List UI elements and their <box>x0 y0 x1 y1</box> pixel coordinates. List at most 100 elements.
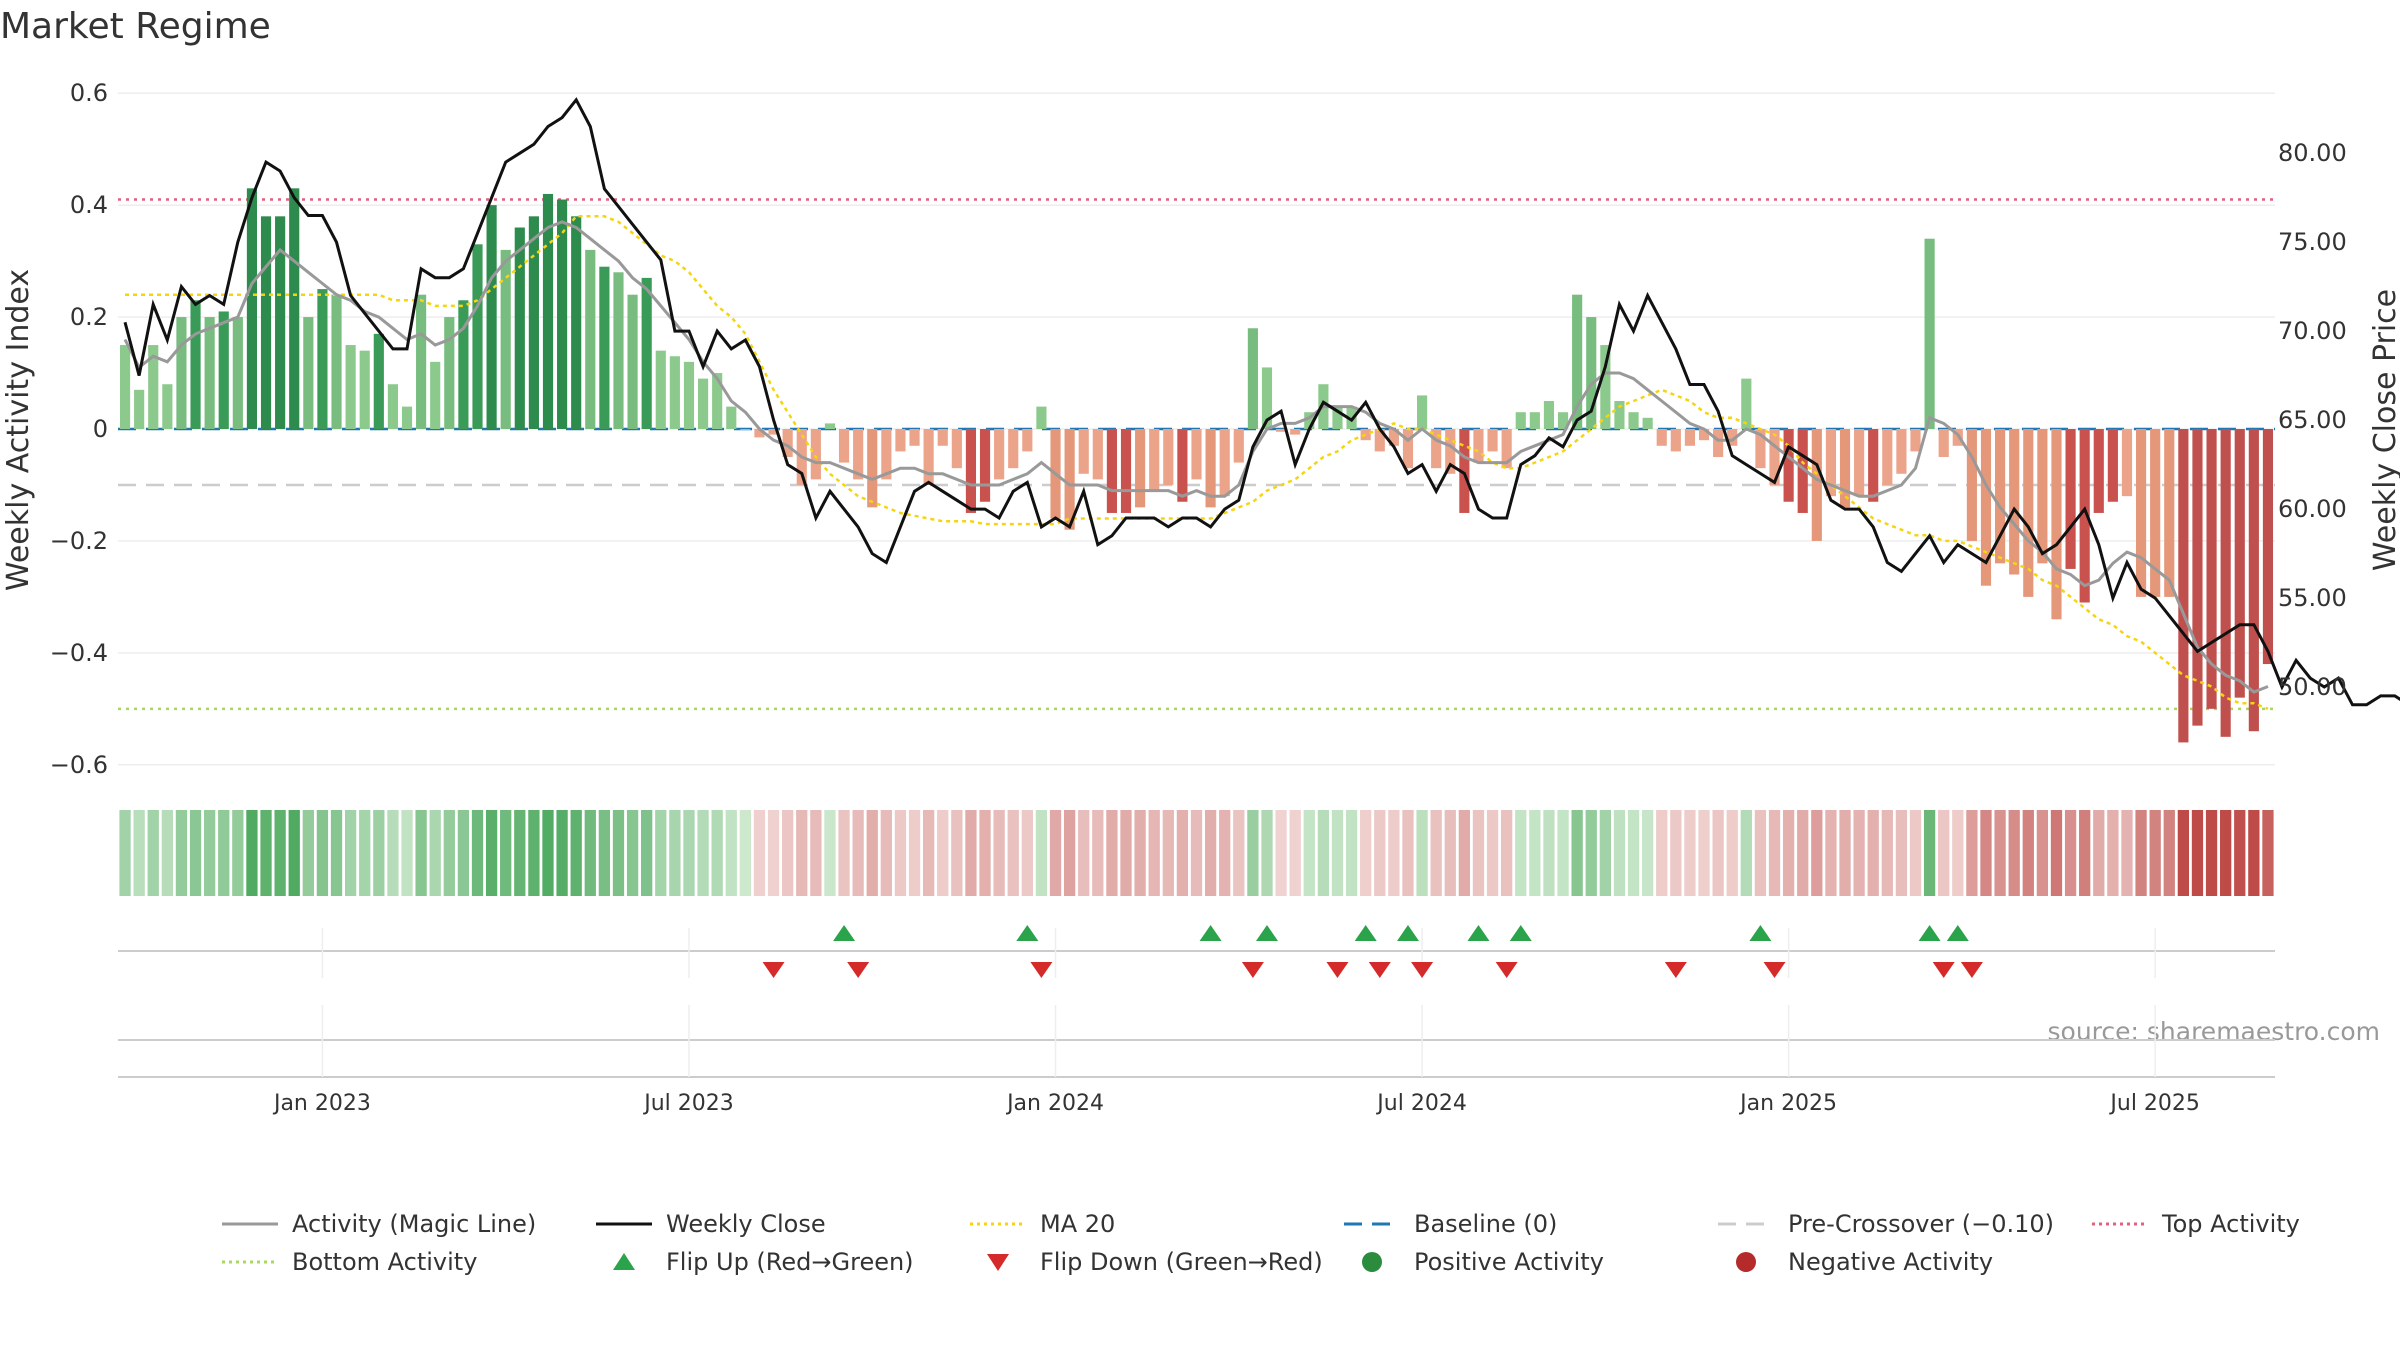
regime-cell <box>1388 810 1400 896</box>
right-tick-label: 60.00 <box>2278 495 2347 523</box>
activity-bar <box>571 216 582 429</box>
activity-bar <box>444 317 455 429</box>
flip-up-marker <box>1199 925 1222 941</box>
regime-cell <box>302 810 314 896</box>
regime-cell <box>401 810 413 896</box>
x-tick-label: Jan 2025 <box>1738 1091 1837 1116</box>
regime-cell <box>782 810 794 896</box>
regime-cell <box>570 810 582 896</box>
activity-bar <box>1670 429 1681 452</box>
activity-bar <box>2206 429 2217 709</box>
left-tick-label: 0.4 <box>70 191 108 219</box>
activity-bar <box>768 429 779 435</box>
left-tick-label: −0.6 <box>50 751 108 779</box>
regime-cell <box>387 810 399 896</box>
regime-cell <box>1740 810 1752 896</box>
activity-bar <box>1825 429 1836 497</box>
regime-cell <box>1317 810 1330 896</box>
regime-cell <box>1994 810 2006 896</box>
activity-bar <box>345 345 356 429</box>
regime-cell <box>218 810 230 896</box>
weekly-close-line <box>123 97 2400 707</box>
series-lines <box>123 97 2400 710</box>
activity-bar <box>1783 429 1794 502</box>
regime-cell <box>711 810 723 896</box>
flip-up-marker <box>1016 925 1039 941</box>
activity-bar <box>1797 429 1808 513</box>
activity-bar <box>1684 429 1696 446</box>
activity-bar <box>1868 429 1879 502</box>
activity-bar <box>1163 429 1174 485</box>
regime-cell <box>739 810 752 896</box>
regime-cell <box>866 810 878 896</box>
activity-bar <box>176 317 187 429</box>
regime-cell <box>1825 810 1837 896</box>
regime-cell <box>1035 810 1048 896</box>
activity-bar <box>1473 429 1484 463</box>
activity-bar <box>134 389 145 429</box>
activity-bar <box>965 429 977 513</box>
regime-cell <box>796 810 808 896</box>
activity-bar <box>1120 429 1132 513</box>
legend-swatch <box>613 1253 635 1270</box>
regime-cell <box>1176 810 1189 896</box>
regime-cell <box>683 810 695 896</box>
activity-bar <box>824 423 836 429</box>
activity-bar <box>2248 429 2259 732</box>
regime-cell <box>1049 810 1062 896</box>
activity-bar <box>2234 429 2245 698</box>
regime-cell <box>415 810 427 896</box>
flip-down-marker <box>1411 962 1434 978</box>
regime-cell <box>937 810 949 896</box>
activity-bar <box>1078 429 1089 474</box>
flip-up-marker <box>1255 925 1278 941</box>
regime-cell <box>1374 810 1386 896</box>
regime-cell <box>1585 810 1597 896</box>
regime-cell <box>1472 810 1485 896</box>
activity-bar <box>387 384 398 429</box>
regime-cell <box>133 810 145 896</box>
regime-cell <box>1021 810 1033 896</box>
activity-bar <box>148 345 159 429</box>
activity-bar <box>1106 429 1117 513</box>
flip-up-marker <box>1918 925 1941 941</box>
chart-title: Market Regime <box>0 6 271 47</box>
activity-bar <box>303 317 314 429</box>
regime-cell <box>1134 810 1146 896</box>
regime-cell <box>1486 810 1499 896</box>
regime-cell <box>175 810 188 896</box>
activity-bar <box>1614 401 1625 429</box>
activity-bar <box>1135 429 1146 508</box>
activity-bar <box>1431 429 1442 469</box>
activity-bar <box>2107 429 2118 502</box>
regime-cell <box>1078 810 1090 896</box>
regime-cell <box>119 810 131 896</box>
regime-cell <box>1148 810 1160 896</box>
regime-cell <box>2093 810 2105 896</box>
regime-cell <box>2022 810 2034 896</box>
regime-cell <box>1402 810 1414 896</box>
x-tick-label: Jul 2024 <box>1375 1091 1467 1116</box>
regime-cell <box>514 810 526 896</box>
activity-bar <box>2121 429 2133 497</box>
regime-cell <box>1120 810 1132 896</box>
activity-bar <box>1713 429 1724 457</box>
regime-cell <box>908 810 921 896</box>
x-tick-label: Jul 2023 <box>642 1091 734 1116</box>
activity-bar <box>697 378 709 429</box>
activity-bar <box>754 429 765 438</box>
regime-cell <box>1599 810 1611 896</box>
regime-cell <box>1261 810 1273 896</box>
legend-item: Baseline (0) <box>1344 1210 1557 1238</box>
regime-cell <box>443 810 455 896</box>
activity-bar <box>472 244 483 429</box>
magic-line <box>123 220 2269 694</box>
legend-item: Weekly Close <box>596 1210 826 1238</box>
activity-bar <box>416 294 427 429</box>
legend-label: Top Activity <box>2161 1210 2300 1238</box>
regime-cell <box>232 810 244 896</box>
left-tick-label: 0 <box>93 415 108 443</box>
activity-bar <box>1008 429 1019 469</box>
regime-cell <box>542 810 554 896</box>
legend-label: Flip Up (Red→Green) <box>666 1248 914 1276</box>
